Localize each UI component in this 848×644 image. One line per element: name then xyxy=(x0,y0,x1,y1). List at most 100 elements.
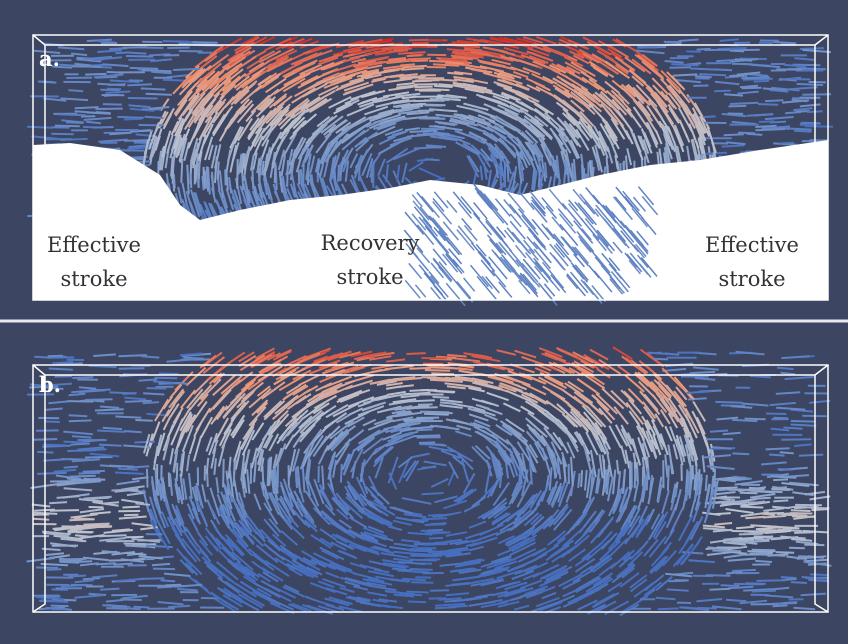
vector-glyph xyxy=(544,351,567,363)
vector-glyph xyxy=(367,60,390,67)
vector-glyph xyxy=(496,569,522,580)
vector-glyph xyxy=(440,57,468,62)
vector-glyph xyxy=(240,34,259,46)
vector-glyph xyxy=(151,562,171,567)
vector-glyph xyxy=(547,535,561,546)
vector-glyph xyxy=(561,413,577,428)
vector-glyph xyxy=(588,603,606,614)
vector-glyph xyxy=(247,121,262,141)
vector-glyph xyxy=(598,407,613,424)
vector-glyph xyxy=(549,433,561,449)
vector-glyph xyxy=(531,520,550,537)
vector-glyph xyxy=(275,49,298,62)
vector-glyph xyxy=(179,411,192,432)
vector-glyph xyxy=(165,583,182,587)
vector-glyph xyxy=(585,431,599,456)
vector-glyph xyxy=(270,413,290,435)
vector-glyph xyxy=(47,354,63,358)
vector-glyph xyxy=(696,419,707,440)
vector-glyph xyxy=(293,490,308,515)
vector-glyph xyxy=(173,134,181,155)
vector-glyph xyxy=(268,433,280,452)
vector-glyph xyxy=(373,118,402,130)
vector-glyph xyxy=(766,586,790,591)
vector-glyph xyxy=(272,453,278,469)
vector-glyph xyxy=(619,488,628,511)
vector-glyph xyxy=(612,469,617,495)
vector-glyph xyxy=(235,98,250,114)
vector-glyph xyxy=(717,486,738,490)
vector-glyph xyxy=(362,418,377,427)
vector-glyph xyxy=(536,440,549,460)
vector-glyph xyxy=(204,51,218,63)
vector-glyph xyxy=(580,86,601,103)
vector-glyph xyxy=(520,130,535,145)
vector-glyph xyxy=(33,49,61,54)
vector-glyph xyxy=(141,355,160,359)
vector-glyph xyxy=(429,589,450,592)
vector-glyph xyxy=(470,68,490,74)
vector-glyph xyxy=(405,460,420,482)
vector-glyph xyxy=(204,136,214,161)
vector-glyph xyxy=(341,453,351,471)
vector-glyph xyxy=(643,581,663,597)
vector-glyph xyxy=(68,419,92,423)
vector-glyph xyxy=(251,399,269,417)
vector-glyph xyxy=(131,522,155,527)
vector-glyph xyxy=(580,470,584,487)
vector-glyph xyxy=(288,603,308,613)
vector-glyph xyxy=(465,123,484,133)
vector-glyph xyxy=(251,422,265,441)
vector-glyph xyxy=(349,115,373,129)
vector-glyph xyxy=(323,375,352,389)
vector-glyph xyxy=(694,123,703,140)
vector-glyph xyxy=(468,577,495,585)
vector-glyph xyxy=(772,505,790,510)
vector-glyph xyxy=(412,434,441,438)
vector-glyph xyxy=(149,513,162,537)
vector-glyph xyxy=(773,478,789,482)
vector-glyph xyxy=(559,405,582,428)
vector-glyph xyxy=(498,72,513,79)
vector-glyph xyxy=(191,64,212,83)
vector-glyph xyxy=(258,36,276,46)
vector-glyph xyxy=(720,584,740,587)
vector-glyph xyxy=(492,566,510,573)
vector-glyph xyxy=(352,47,380,55)
vector-glyph xyxy=(324,140,340,163)
vector-glyph xyxy=(130,129,153,133)
vector-glyph xyxy=(666,465,670,491)
vector-glyph xyxy=(234,446,242,470)
vector-glyph xyxy=(302,82,328,98)
vector-glyph xyxy=(354,136,368,149)
vector-glyph xyxy=(183,356,205,360)
vector-glyph xyxy=(400,75,425,80)
vector-glyph xyxy=(220,375,243,395)
vector-glyph xyxy=(302,556,317,566)
vector-glyph xyxy=(391,130,408,137)
vector-glyph xyxy=(89,525,112,529)
vector-glyph xyxy=(227,456,232,479)
vector-glyph xyxy=(593,82,608,94)
vector-glyph xyxy=(781,482,810,487)
vector-glyph xyxy=(232,477,239,500)
vector-glyph xyxy=(220,491,231,517)
vector-glyph xyxy=(570,61,596,77)
vector-glyph xyxy=(600,532,618,550)
vector-glyph xyxy=(66,121,84,124)
vector-glyph xyxy=(414,85,433,89)
vector-glyph xyxy=(134,440,155,444)
vector-glyph xyxy=(691,138,699,161)
vector-glyph xyxy=(312,435,328,458)
vector-glyph xyxy=(575,122,590,142)
vector-glyph xyxy=(316,115,331,128)
vector-glyph xyxy=(771,86,800,92)
vector-glyph xyxy=(187,84,204,102)
vector-glyph xyxy=(272,183,282,206)
vector-glyph xyxy=(354,38,383,46)
vector-glyph xyxy=(744,417,766,421)
vector-glyph xyxy=(266,47,295,63)
vector-glyph xyxy=(586,405,607,428)
vector-glyph xyxy=(518,534,538,547)
vector-glyph xyxy=(661,490,670,514)
